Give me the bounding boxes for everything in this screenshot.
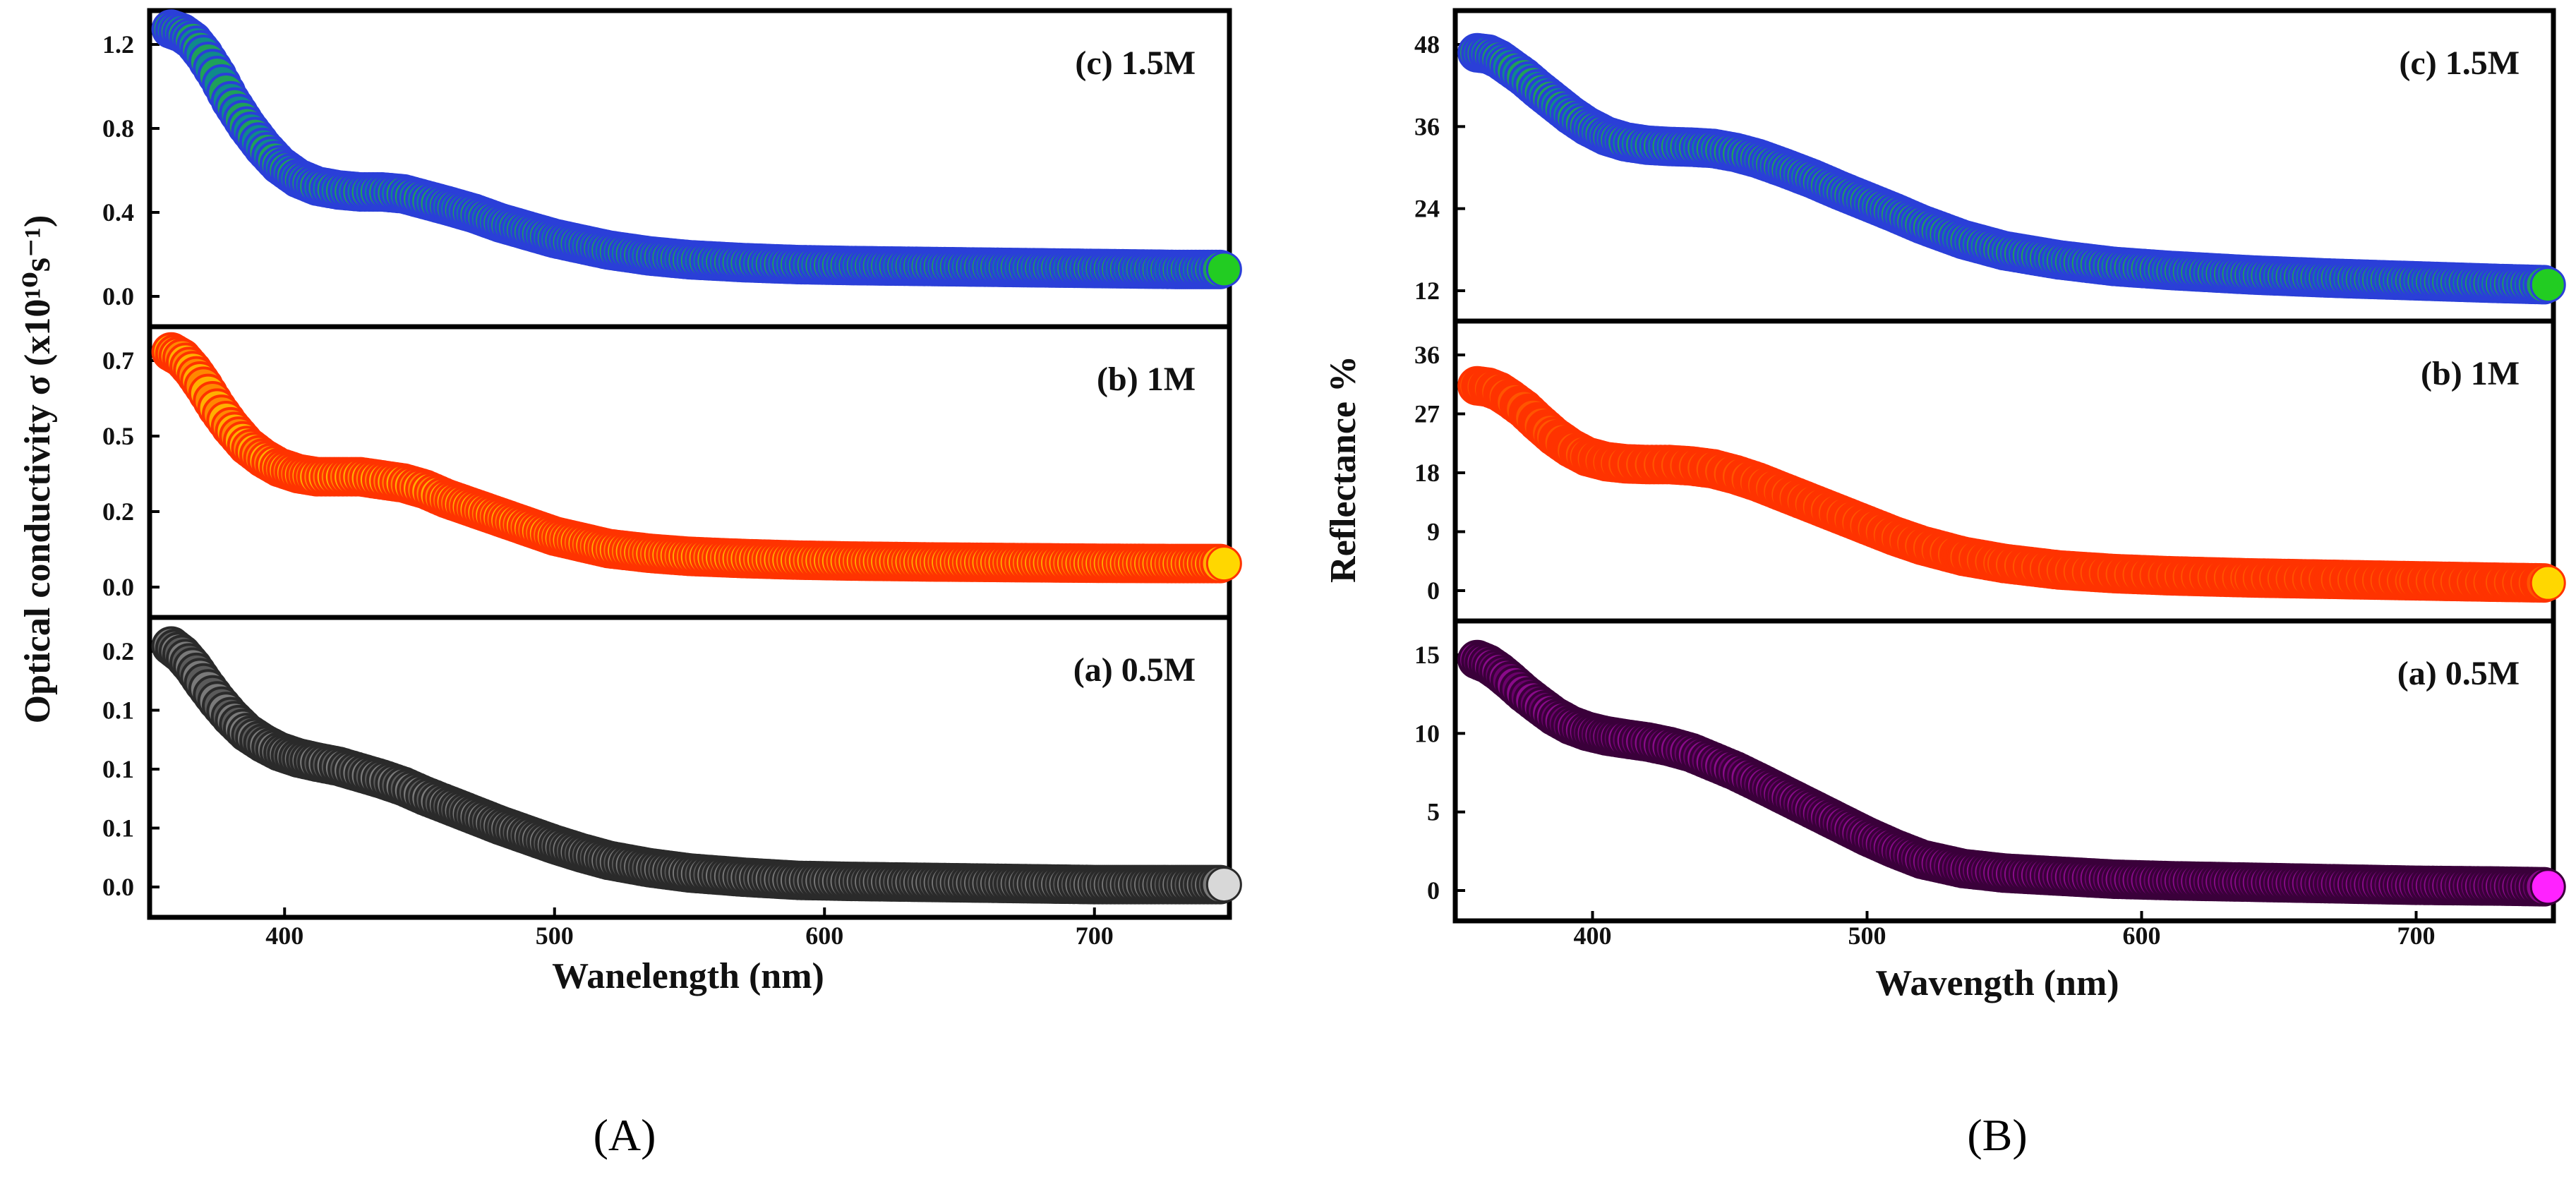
chart-b-panel-2-ytick-label: 0 xyxy=(1427,876,1440,905)
chart-b-xtick-label: 400 xyxy=(1574,922,1612,950)
chart-b-panel-2-ytick-label: 15 xyxy=(1414,641,1440,669)
chart-b: Reflectance % Wavength (nm) 12 24 36 48 (c) … xyxy=(1323,8,2566,1003)
figure-label-b: (B) xyxy=(1967,1110,2027,1160)
chart-b-panel-1-ytick-label: 18 xyxy=(1414,459,1440,487)
chart-a-panel-0-ytick-label: 0.4 xyxy=(102,198,134,227)
chart-b-panel-2-series xyxy=(1457,639,2566,907)
chart-a-panel-1-label: (b) 1M xyxy=(1097,361,1196,398)
chart-a-panel-0-label: (c) 1.5M xyxy=(1075,44,1196,82)
chart-b-panel-2-ytick-label: 10 xyxy=(1414,719,1440,747)
chart-b-panel-0-label: (c) 1.5M xyxy=(2399,44,2520,82)
chart-b-panel-1-ytick-label: 27 xyxy=(1414,400,1440,428)
chart-b-panel-1-ytick-label: 36 xyxy=(1414,341,1440,369)
chart-a-panel-2-series xyxy=(151,626,1242,905)
chart-a-panel-1: 0.0 0.2 0.5 0.7 (b) 1M xyxy=(102,324,1242,620)
chart-a-panel-1-ytick-label: 0.2 xyxy=(102,497,134,526)
chart-b-panel-1-ytick-label: 9 xyxy=(1427,518,1440,546)
chart-a-panel-2-ytick-label: 0.1 xyxy=(102,696,134,725)
chart-b-panel-1-point-end xyxy=(2529,565,2566,601)
chart-a-panel-1-point-end xyxy=(1205,545,1242,582)
chart-a-panel-2-point-end xyxy=(1205,867,1242,903)
chart-a-panel-1-ytick-label: 0.0 xyxy=(102,573,134,601)
chart-a-panel-0-ytick-label: 0.8 xyxy=(102,114,134,143)
chart-a-panel-2-ytick-label: 0.0 xyxy=(102,873,134,901)
chart-a-body: 0.00.40.81.2 (c) 1.5M0.00.20.50.7 (b) 1M0.… xyxy=(102,8,1242,950)
chart-a-ylabel: Optical conductivity σ (x10¹⁰s⁻¹) xyxy=(18,215,58,724)
chart-a-panel-2-ytick-label: 0.1 xyxy=(102,755,134,783)
chart-a-xtick-label: 600 xyxy=(805,922,843,950)
chart-a-panel-2: 0.0 0.1 0.1 0.1 0.2 (a) 0.5M xyxy=(102,615,1242,920)
chart-b-panel-0-ytick-label: 24 xyxy=(1414,195,1440,223)
chart-a-xtick-label: 400 xyxy=(265,922,303,950)
chart-b-panel-0-series xyxy=(1457,32,2566,305)
chart-a-xtick-label: 500 xyxy=(536,922,574,950)
chart-a-panel-2-frame xyxy=(147,615,1232,920)
chart-a-panel-0: 0.0 0.4 0.8 1.2 (c) 1.5M xyxy=(102,8,1242,330)
chart-b-xlabel: Wavength (nm) xyxy=(1875,963,2119,1003)
chart-a-panel-0-ytick-label: 0.0 xyxy=(102,282,134,310)
chart-b-panel-2-point-end xyxy=(2529,869,2566,905)
chart-b-panel-0-point-end xyxy=(2529,267,2566,303)
chart-a-panel-0-ytick-label: 1.2 xyxy=(102,30,134,59)
chart-b-panel-1-label: (b) 1M xyxy=(2421,355,2520,392)
chart-b-panel-1-series xyxy=(1457,366,2566,603)
chart-a-xtick-label: 700 xyxy=(1076,922,1114,950)
chart-b-panel-0: 12 24 36 48 (c) 1.5M xyxy=(1414,8,2566,324)
chart-b-ylabel: Reflectance % xyxy=(1323,356,1364,583)
chart-a-xlabel: Wanelength (nm) xyxy=(552,956,824,996)
chart-b-panel-0-ytick-label: 12 xyxy=(1414,277,1440,305)
chart-b-xtick-label: 600 xyxy=(2123,922,2161,950)
figure-label-a: (A) xyxy=(594,1110,656,1160)
chart-a-panel-2-ytick-label: 0.1 xyxy=(102,814,134,843)
chart-b-xtick-label: 700 xyxy=(2397,922,2436,950)
chart-b-panel-1: 0 9 18 27 36 (b) 1M xyxy=(1414,318,2566,624)
chart-a-panel-1-ytick-label: 0.5 xyxy=(102,422,134,450)
chart-a-panel-0-point-end xyxy=(1205,251,1242,288)
chart-a-panel-2-label: (a) 0.5M xyxy=(1073,651,1196,689)
chart-b-panel-2-label: (a) 0.5M xyxy=(2397,655,2520,692)
chart-b-body: 12 24 36 48 (c) 1.5M 0 9 18 27 36 (b) 1M 0 5 10 15 (a) … xyxy=(1414,8,2566,950)
chart-a-panel-1-ytick-label: 0.7 xyxy=(102,346,134,375)
chart-b-panel-2-frame xyxy=(1452,618,2556,924)
chart-b-panel-2-ytick-label: 5 xyxy=(1427,798,1440,826)
chart-a: Optical conductivity σ (x10¹⁰s⁻¹) Wanele… xyxy=(18,8,1242,996)
chart-a-panel-2-ytick-label: 0.2 xyxy=(102,637,134,665)
chart-b-panel-0-ytick-label: 36 xyxy=(1414,112,1440,140)
chart-b-panel-1-ytick-label: 0 xyxy=(1427,577,1440,605)
chart-a-panel-0-series xyxy=(151,9,1242,289)
chart-b-panel-2: 0 5 10 15 (a) 0.5M xyxy=(1414,618,2566,924)
chart-a-panel-1-series xyxy=(151,332,1242,584)
chart-b-xtick-label: 500 xyxy=(1848,922,1886,950)
chart-b-panel-0-ytick-label: 48 xyxy=(1414,30,1440,59)
